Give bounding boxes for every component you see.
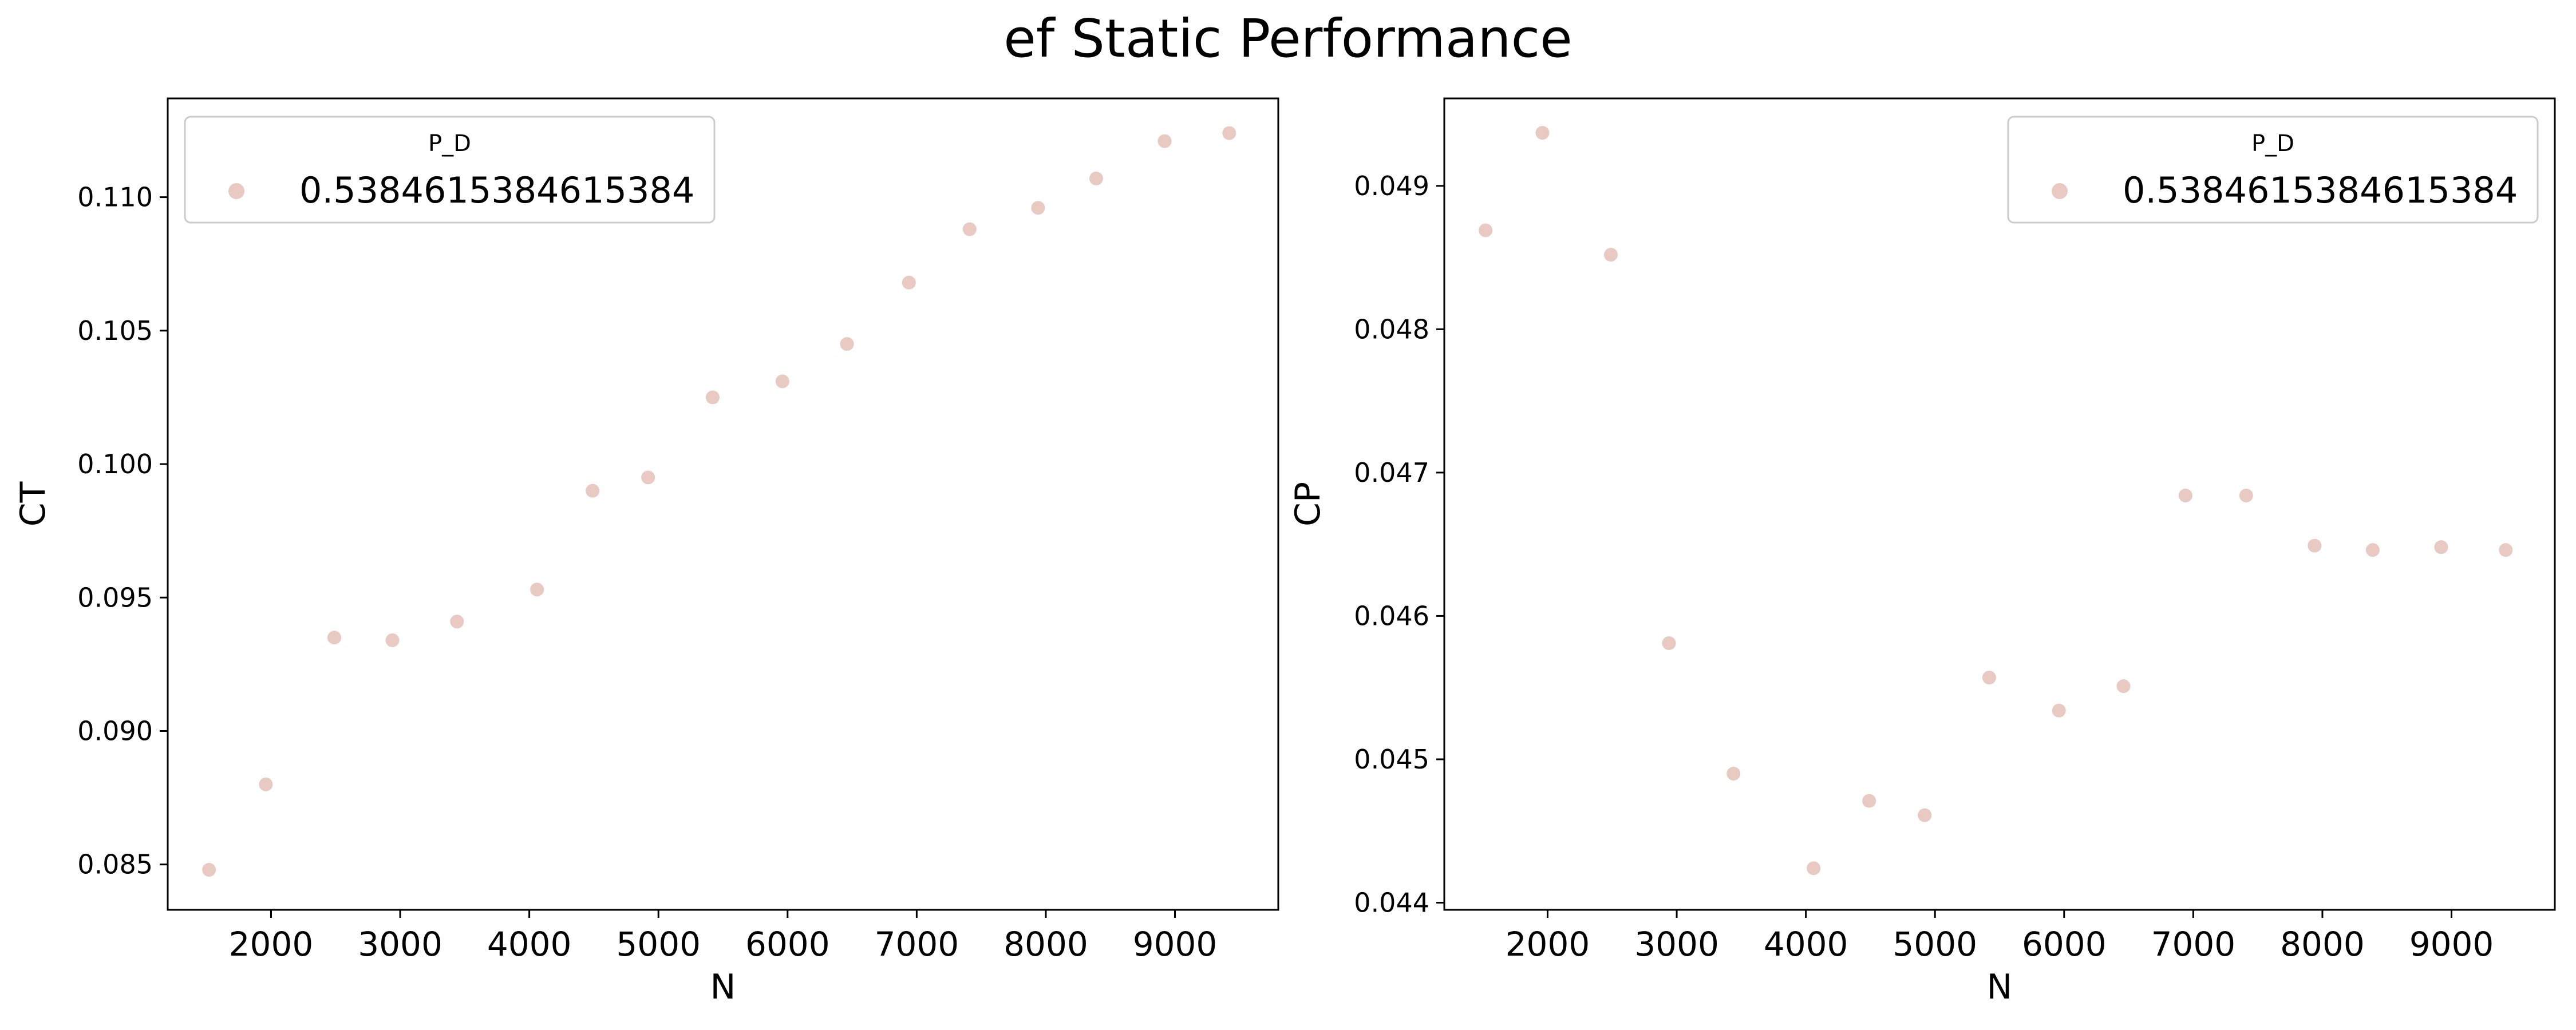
data-point <box>450 615 464 629</box>
legend-title: P_D <box>428 130 471 157</box>
data-point <box>2052 703 2066 718</box>
x-tick-label: 7000 <box>875 925 959 964</box>
data-point <box>1031 201 1045 215</box>
y-tick-label: 0.110 <box>77 182 153 213</box>
data-point <box>2499 543 2513 557</box>
legend-marker <box>228 183 244 199</box>
x-tick-label: 6000 <box>2022 925 2107 964</box>
legend-marker <box>2052 183 2068 199</box>
data-point <box>1807 861 1821 876</box>
x-axis-label: N <box>710 967 736 1007</box>
y-tick-label: 0.047 <box>1354 457 1429 488</box>
data-point <box>1982 671 1996 685</box>
data-point <box>2239 488 2253 502</box>
y-tick-label: 0.044 <box>1354 887 1429 918</box>
y-tick-label: 0.090 <box>77 715 153 746</box>
y-tick-label: 0.048 <box>1354 314 1429 344</box>
data-point <box>530 583 544 597</box>
y-tick-label: 0.105 <box>77 315 153 346</box>
data-point <box>1089 171 1103 185</box>
y-tick-label: 0.049 <box>1354 171 1429 201</box>
x-tick-label: 8000 <box>1003 925 1088 964</box>
data-point <box>1918 808 1932 822</box>
data-point <box>1157 134 1172 148</box>
data-point <box>1479 223 1493 237</box>
data-point <box>1535 126 1550 140</box>
legend-box <box>2007 116 2539 224</box>
data-point <box>1604 248 1618 262</box>
data-point <box>2434 540 2448 554</box>
data-point <box>775 374 789 389</box>
data-point <box>2365 543 2380 557</box>
y-tick-label: 0.095 <box>77 582 153 613</box>
legend: P_D 0.5384615384615384 <box>2007 116 2539 224</box>
data-point <box>327 631 341 645</box>
data-point <box>641 470 655 485</box>
chart-cp: 2000 3000 4000 5000 6000 7000 8000 9000 0.044 0.0… <box>1288 97 2556 1007</box>
y-tick-label: 0.045 <box>1354 744 1429 775</box>
data-point <box>1222 126 1236 140</box>
x-tick-label: 9000 <box>2409 925 2494 964</box>
x-tick-label: 8000 <box>2280 925 2365 964</box>
y-axis-label: CP <box>1288 482 1328 526</box>
legend-label: 0.5384615384615384 <box>299 169 694 211</box>
data-point <box>2178 488 2192 502</box>
data-point <box>902 275 916 290</box>
data-point <box>962 222 977 236</box>
data-point <box>1662 636 1676 651</box>
data-point <box>1862 794 1876 808</box>
plot-frame <box>167 97 1279 911</box>
y-tick-label: 0.046 <box>1354 600 1429 631</box>
data-point <box>385 633 400 647</box>
x-tick-label: 2000 <box>229 925 314 964</box>
x-tick-label: 9000 <box>1133 925 1218 964</box>
data-point <box>2116 679 2131 694</box>
data-point <box>705 390 720 405</box>
plot-frame <box>1443 97 2556 911</box>
legend-title: P_D <box>2251 130 2294 157</box>
chart-ct: 2000 3000 4000 5000 6000 7000 8000 9000 0.085 0.0… <box>13 97 1279 1007</box>
x-axis-label: N <box>1987 967 2013 1007</box>
data-point <box>840 337 854 351</box>
legend-box <box>184 116 716 224</box>
figure-title: ef Static Performance <box>1003 8 1573 69</box>
legend: P_D 0.5384615384615384 <box>184 116 716 224</box>
x-tick-label: 4000 <box>487 925 572 964</box>
x-tick-label: 6000 <box>745 925 830 964</box>
y-tick-label: 0.085 <box>77 849 153 880</box>
data-point <box>586 484 600 498</box>
data-point <box>259 777 273 791</box>
x-tick-label: 2000 <box>1506 925 1590 964</box>
x-tick-label: 5000 <box>1893 925 1977 964</box>
x-tick-label: 4000 <box>1764 925 1848 964</box>
x-tick-label: 3000 <box>358 925 442 964</box>
data-point <box>2308 538 2322 553</box>
data-point <box>1726 766 1741 781</box>
x-tick-label: 3000 <box>1634 925 1719 964</box>
x-tick-label: 5000 <box>616 925 701 964</box>
data-point <box>202 863 216 877</box>
legend-label: 0.5384615384615384 <box>2123 169 2518 211</box>
y-axis-label: CT <box>13 481 53 526</box>
y-tick-label: 0.100 <box>77 449 153 480</box>
x-tick-label: 7000 <box>2151 925 2236 964</box>
